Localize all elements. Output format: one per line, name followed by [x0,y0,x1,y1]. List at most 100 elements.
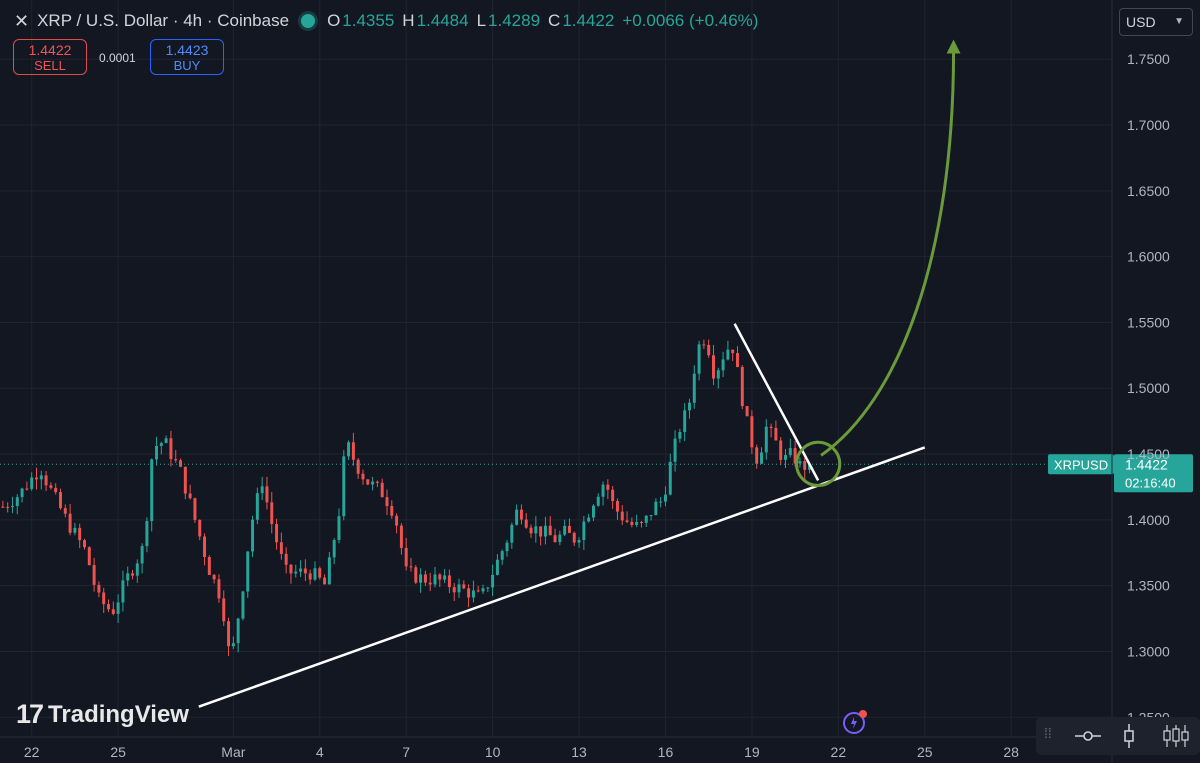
candle-body [294,571,298,574]
candle-body [596,496,600,506]
buy-price: 1.4423 [165,42,209,58]
candle-body [577,540,581,543]
x-tick-label: 22 [831,744,847,760]
candle-body [188,493,192,499]
y-tick-label: 1.6000 [1127,249,1170,265]
candle-body [582,521,586,541]
candle-body [385,497,389,506]
candle-body [798,461,802,464]
candle-body [332,540,336,558]
projection-arrowhead [946,39,961,54]
candle-body [457,584,461,593]
candle-body [116,602,120,614]
x-tick-label: Mar [221,744,245,760]
candles-icon[interactable] [1162,723,1190,749]
candle-body [150,459,154,522]
candle-body [20,488,24,498]
market-status-dot-icon[interactable] [301,14,316,28]
y-tick-label: 1.5000 [1127,380,1170,396]
candle-body [438,574,442,580]
candle-body [462,584,466,589]
candle-body [284,553,288,565]
candle-body [716,370,720,379]
candle-body [500,551,504,560]
candle-body [169,438,173,460]
candle-body [107,604,110,610]
candle-body [390,505,394,516]
line-style-icon[interactable] [1073,727,1103,745]
y-tick-label: 1.3000 [1127,643,1170,659]
candle-body [711,355,715,379]
y-tick-label: 1.6500 [1127,183,1170,199]
change-value: +0.0066 (+0.46%) [622,11,759,30]
sell-button[interactable]: 1.4422 SELL [13,39,87,75]
symbol-header: ✕ XRP / U.S. Dollar · 4h · Coinbase O 1.… [14,9,766,33]
candle-body [78,527,82,541]
buy-label: BUY [173,58,201,73]
candle-body [447,575,451,588]
candle-body [519,509,523,520]
candle-body [217,579,221,599]
candle-body [145,521,149,547]
candle-body [620,511,624,521]
y-tick-label: 1.7000 [1127,117,1170,133]
single-candle-icon[interactable] [1122,723,1136,749]
y-tick-label: 1.4500 [1127,446,1170,462]
candle-body [467,588,471,598]
buy-button[interactable]: 1.4423 BUY [150,39,224,75]
candle-body [140,546,144,564]
candle-body [702,344,706,346]
candle-body [736,353,739,368]
x-tick-label: 4 [316,744,324,760]
countdown-label: 02:16:40 [1125,475,1176,490]
candle-body [486,587,490,589]
candle-body [198,519,202,537]
candle-body [760,452,763,464]
candle-body [668,461,672,495]
candle-body [303,568,307,574]
sparkle-assistant-icon[interactable] [842,709,868,735]
high-value: 1.4484 [416,11,469,30]
chart-axes: 1.25001.30001.35001.40001.45001.50001.55… [0,0,1170,763]
candle-body [572,532,576,543]
candle-body [779,440,783,460]
close-icon[interactable]: ✕ [14,10,30,31]
candle-body [49,485,53,488]
candle-body [808,464,812,470]
candle-body [481,588,485,592]
low-label: L [476,11,487,30]
candle-body [543,525,547,537]
candle-body [275,524,279,543]
candle-body [102,592,106,605]
drag-handle-icon[interactable]: ⁞⁞ [1044,725,1052,741]
candle-body [174,459,178,461]
candle-body [529,527,533,534]
currency-select[interactable]: USD ▼ [1119,8,1193,36]
x-tick-label: 28 [1003,744,1019,760]
candle-body [83,540,86,548]
high-label: H [402,11,415,30]
candle-body [635,522,639,526]
candle-body [495,559,499,575]
symbol-title[interactable]: XRP / U.S. Dollar · 4h · Coinbase [37,11,290,30]
candle-body [279,542,283,554]
candle-body [351,442,355,460]
candle-body [452,587,456,593]
candle-body [601,484,605,497]
candle-body [59,492,62,509]
candle-body [25,488,29,490]
symbol-tag: XRPUSD [1054,457,1108,472]
candle-body [313,568,317,580]
candle-body [227,621,231,647]
candle-body [764,426,768,453]
candle-body [639,522,643,524]
candle-body [371,481,375,485]
currency-label: USD [1126,14,1156,30]
close-label: C [548,11,561,30]
candle-body [399,525,403,548]
candle-body [567,525,571,533]
candle-body [587,517,591,522]
candle-body [35,477,38,480]
candle-body [750,416,754,448]
